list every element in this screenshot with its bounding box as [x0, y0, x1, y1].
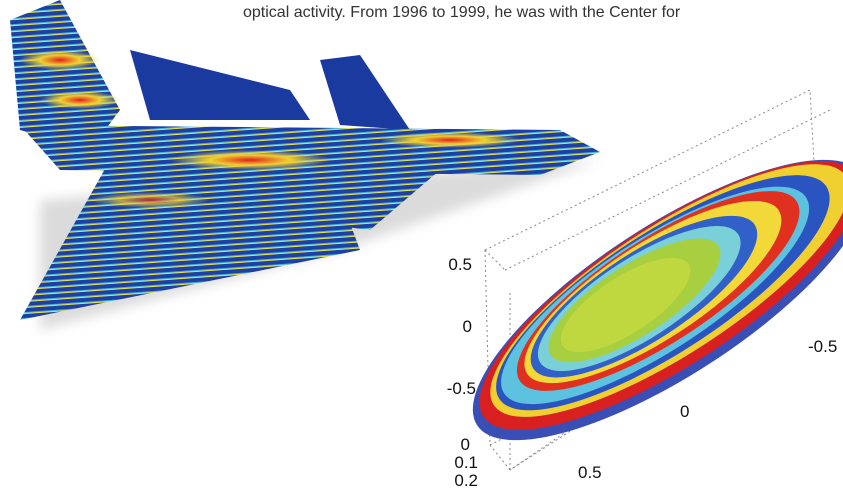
z-axis-label: 0.5	[448, 255, 472, 274]
aircraft-image	[10, 0, 600, 330]
x-axis-label: 0	[680, 402, 689, 421]
x-axis-label: 0.5	[578, 463, 602, 482]
y-axis-label: 0	[461, 435, 470, 454]
z-axis-label: -0.5	[447, 379, 476, 398]
figure: 0.5 0 -0.5 -0.5 0 0.5 0 0.1 0.2	[0, 0, 843, 495]
x-axis-label: -0.5	[808, 337, 837, 356]
y-axis-label: 0.2	[454, 471, 478, 490]
z-axis-label: 0	[463, 317, 472, 336]
page: optical activity. From 1996 to 1999, he …	[0, 0, 843, 495]
y-axis-label: 0.1	[454, 453, 478, 472]
